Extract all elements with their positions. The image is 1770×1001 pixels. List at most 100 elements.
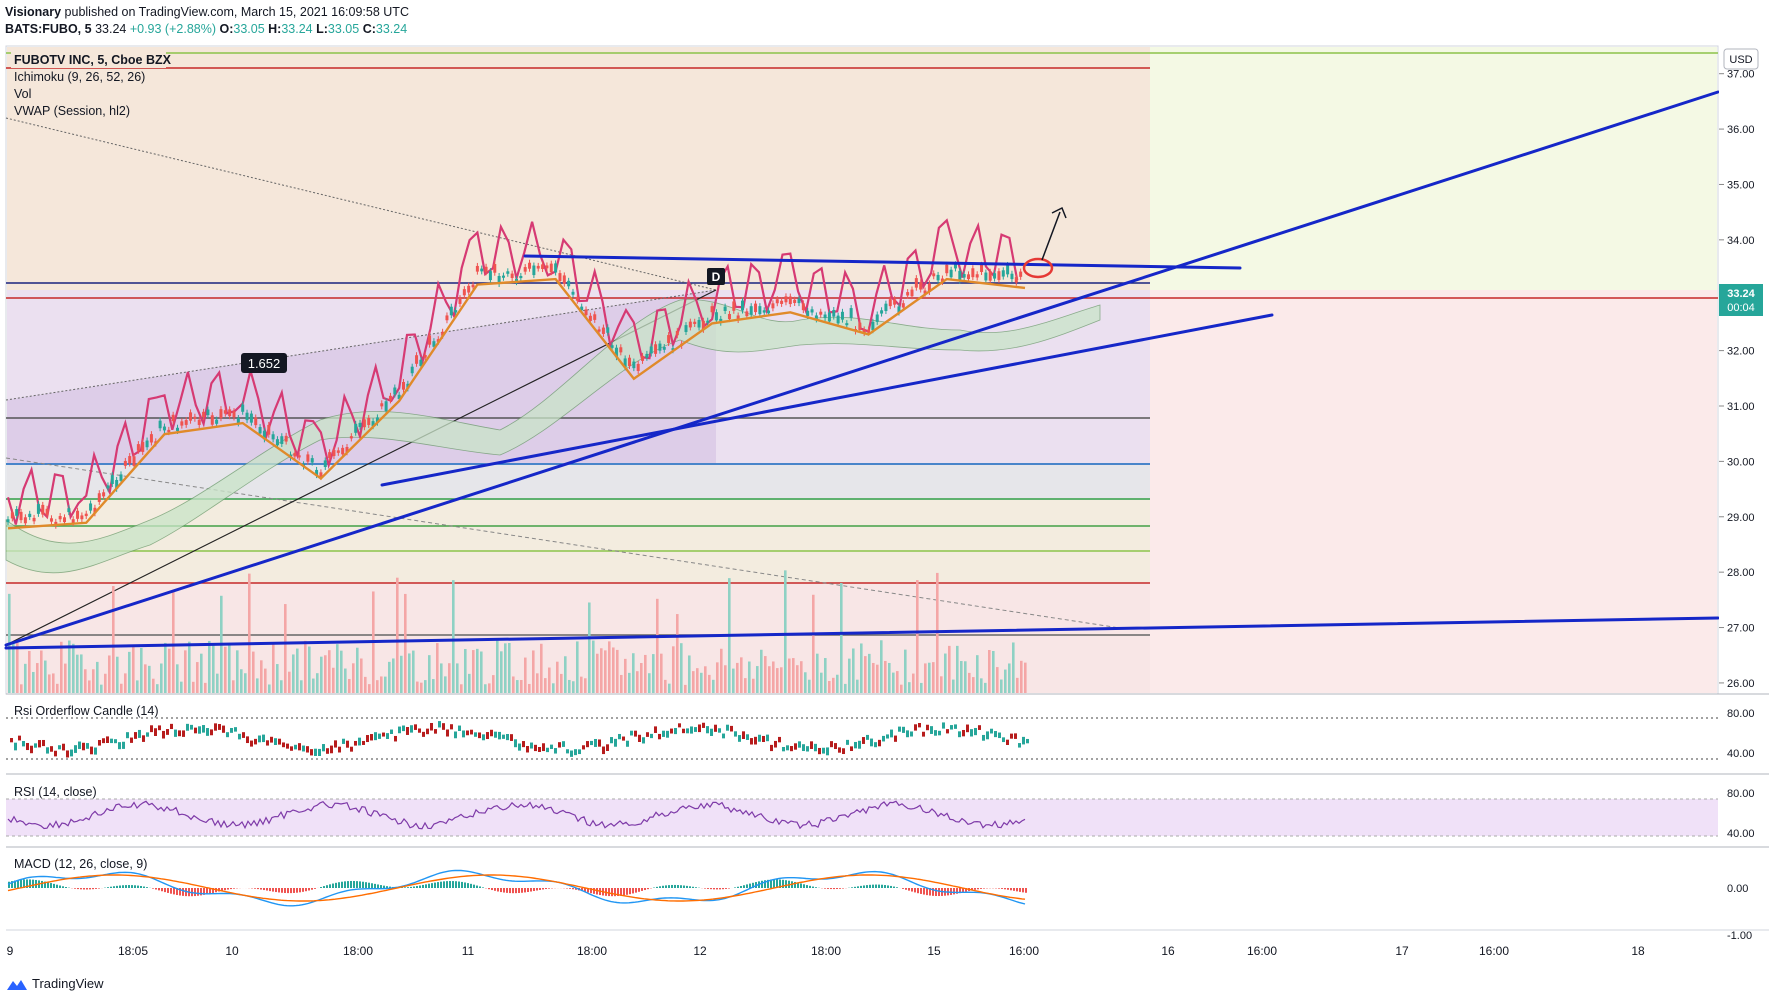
volume-bar — [760, 649, 763, 693]
candle-body — [462, 289, 466, 296]
volume-bar — [868, 653, 871, 693]
volume-bar — [704, 666, 707, 693]
macd-histogram-bar — [470, 883, 472, 888]
volume-bar — [632, 653, 635, 693]
rsi-title[interactable]: RSI (14, close) — [14, 785, 97, 799]
macd-pane[interactable]: MACD (12, 26, close, 9) — [7, 857, 1027, 907]
tradingview-brand[interactable]: TradingView — [32, 976, 104, 991]
price-axis[interactable] — [1719, 46, 1769, 946]
volume-bar — [792, 658, 795, 693]
macd-histogram-bar — [812, 886, 814, 888]
volume-bar — [144, 664, 147, 693]
x-tick-label: 16:00 — [1479, 944, 1509, 958]
volume-bar — [432, 679, 435, 693]
candle-body — [106, 485, 110, 489]
macd-histogram-bar — [401, 887, 403, 888]
macd-histogram-bar — [458, 881, 460, 888]
candle-body — [119, 474, 123, 481]
macd-histogram-bar — [11, 881, 13, 888]
orderflow-candle — [278, 738, 281, 745]
macd-histogram-bar — [596, 888, 598, 895]
orderflow-candle — [254, 738, 257, 745]
candle-body — [893, 299, 897, 305]
volume-bar — [832, 677, 835, 693]
tradingview-logo-icon[interactable] — [6, 977, 28, 991]
candle-body — [202, 411, 206, 418]
volume-bar — [664, 679, 667, 693]
volume-bar — [24, 663, 27, 693]
macd-histogram-bar — [539, 888, 541, 890]
candle-body — [63, 517, 66, 523]
macd-histogram-bar — [194, 888, 196, 897]
orderflow-candle — [370, 734, 373, 741]
orderflow-candle — [42, 739, 45, 747]
close-label: C: — [362, 22, 376, 36]
volume-bar — [92, 669, 95, 693]
currency-badge-bg — [1723, 48, 1759, 70]
candle-body — [684, 325, 688, 333]
macd-histogram-bar — [209, 888, 211, 894]
rsi-pane[interactable]: RSI (14, close) — [6, 785, 1718, 837]
rsi-orderflow-pane[interactable]: Rsi Orderflow Candle (14) — [6, 704, 1718, 760]
legend-vol[interactable]: Vol — [14, 87, 31, 101]
candle-body — [810, 309, 814, 313]
y-tick-label: 34.00 — [1727, 235, 1755, 247]
macd-histogram-bar — [677, 885, 679, 888]
ratio-badge[interactable]: 1.652 — [241, 353, 287, 373]
legend-vwap[interactable]: VWAP (Session, hl2) — [14, 104, 130, 118]
volume-bar — [524, 657, 527, 693]
currency-badge[interactable]: USD — [1729, 54, 1752, 66]
volume-bar — [756, 666, 759, 693]
x-tick-label: 9 — [7, 944, 14, 958]
candle-body — [962, 274, 966, 278]
volume-bar — [968, 672, 971, 693]
candle-body — [206, 409, 210, 416]
dotted-trend-upper — [5, 117, 717, 291]
candle-body — [445, 315, 449, 321]
volume-bar — [368, 684, 371, 693]
macd-histogram-bar — [143, 886, 145, 888]
orderflow-candle — [946, 729, 949, 734]
volume-bar — [816, 653, 819, 693]
legend-ichimoku[interactable]: Ichimoku (9, 26, 52, 26) — [14, 70, 145, 84]
volume-bar — [460, 684, 463, 693]
orderflow-candle — [610, 737, 613, 744]
price-badge-bg — [1719, 284, 1763, 316]
author-name[interactable]: Visionary — [5, 5, 62, 19]
orderflow-candle — [454, 731, 457, 739]
macd-histogram-bar — [707, 888, 709, 889]
volume-bar — [264, 668, 267, 693]
volume-bar — [892, 672, 895, 693]
orderflow-candle — [754, 736, 757, 745]
legend-title[interactable]: FUBOTV INC, 5, Cboe BZX — [14, 53, 172, 67]
rsi-orderflow-title[interactable]: Rsi Orderflow Candle (14) — [14, 704, 159, 718]
macd-line — [7, 869, 1026, 907]
candle-body — [1014, 277, 1018, 283]
candle-body — [788, 296, 792, 305]
orderflow-candle — [506, 733, 509, 741]
macd-histogram-bar — [911, 888, 913, 892]
volume-bar — [336, 644, 339, 693]
candle-body — [193, 416, 197, 419]
candle-body — [402, 381, 405, 390]
macd-title[interactable]: MACD (12, 26, close, 9) — [14, 857, 147, 871]
macd-histogram-bar — [728, 888, 730, 889]
macd-histogram-bar — [725, 888, 727, 889]
volume-bar — [428, 655, 431, 693]
publish-line: Visionary published on TradingView.com, … — [5, 4, 409, 21]
macd-histogram-bar — [548, 888, 550, 889]
volume-bar — [984, 682, 987, 693]
candle-body — [480, 268, 484, 272]
macd-histogram-bar — [314, 888, 316, 889]
orderflow-candle — [1002, 737, 1005, 743]
volume-bar — [1008, 663, 1011, 693]
volume-bar — [976, 655, 979, 693]
orderflow-candle — [86, 743, 89, 749]
candle-body — [410, 366, 414, 374]
volume-bar — [148, 665, 151, 693]
macd-histogram-bar — [659, 886, 661, 888]
orderflow-candle — [322, 744, 325, 752]
volume-bar — [888, 662, 891, 693]
d-marker[interactable]: D — [707, 268, 725, 285]
